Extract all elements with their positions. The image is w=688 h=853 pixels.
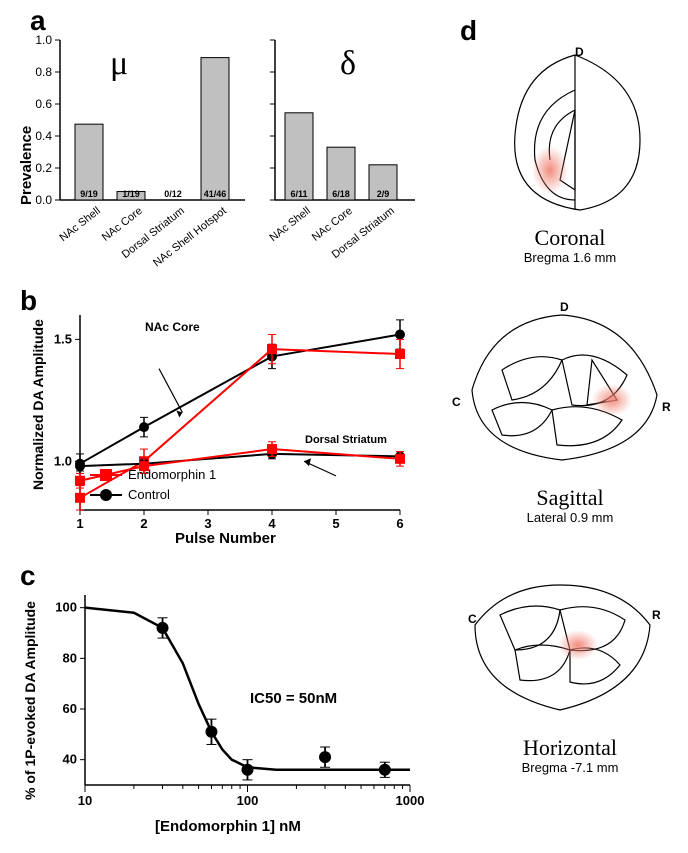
svg-text:Endomorphin 1: Endomorphin 1 [128,467,216,482]
svg-text:100: 100 [237,793,259,808]
panel-c-chart: 40 60 80 100 10 100 1000 [40,580,440,830]
horizontal-diagram [460,570,660,720]
svg-text:Control: Control [128,487,170,502]
svg-text:0.4: 0.4 [35,129,52,143]
svg-text:0.0: 0.0 [35,193,52,207]
panel-a-chart: 0.00.20.40.60.81.09/19NAc Shell1/19NAc C… [30,20,450,300]
svg-text:80: 80 [63,650,77,665]
svg-text:9/19: 9/19 [80,189,98,199]
sagittal-d-label: D [560,300,569,314]
coronal-title: Coronal [490,225,650,251]
coronal-d-label: D [575,45,584,59]
nac-core-annotation: NAc Core [145,320,200,334]
svg-text:100: 100 [55,600,77,615]
svg-text:41/46: 41/46 [204,189,227,199]
svg-text:2/9: 2/9 [377,189,390,199]
svg-text:3: 3 [204,516,211,531]
panel-b-chart: 1 2 3 4 5 6 1.0 1.5 Endomorphin 1 Control [45,300,435,550]
horizontal-c-label: C [468,612,477,626]
horizontal-r-label: R [652,608,661,622]
svg-text:1000: 1000 [396,793,425,808]
svg-text:0.2: 0.2 [35,161,52,175]
coronal-diagram [490,50,660,220]
svg-text:40: 40 [63,752,77,767]
horizontal-sub: Bregma -7.1 mm [490,760,650,775]
svg-text:1.0: 1.0 [35,33,52,47]
horizontal-title: Horizontal [490,735,650,761]
svg-text:0.8: 0.8 [35,65,52,79]
panel-c-label: c [20,560,36,592]
svg-text:4: 4 [268,516,276,531]
svg-text:1/19: 1/19 [122,189,140,199]
sagittal-sub: Lateral 0.9 mm [490,510,650,525]
panel-b-label: b [20,285,37,317]
dorsal-striatum-annotation: Dorsal Striatum [305,434,387,446]
svg-text:5: 5 [332,516,339,531]
svg-text:6/18: 6/18 [332,189,350,199]
svg-text:NAc Shell: NAc Shell [57,205,102,244]
sagittal-diagram [452,300,672,470]
svg-text:60: 60 [63,701,77,716]
svg-text:1: 1 [76,516,83,531]
svg-text:6/11: 6/11 [290,189,307,199]
svg-text:NAc Shell Hotspot: NAc Shell Hotspot [151,205,229,269]
svg-text:2: 2 [140,516,147,531]
svg-text:NAc Shell: NAc Shell [267,205,312,244]
svg-text:0.6: 0.6 [35,97,52,111]
sagittal-c-label: C [452,395,461,409]
svg-text:1.0: 1.0 [54,453,72,468]
panel-d-label: d [460,15,477,47]
panel-b-ylabel: Normalized DA Amplitude [30,319,46,490]
svg-text:0/12: 0/12 [164,189,182,199]
panel-c-ylabel: % of 1P-evoked DA Amplitude [22,601,38,800]
sagittal-r-label: R [662,400,671,414]
sagittal-title: Sagittal [490,485,650,511]
coronal-sub: Bregma 1.6 mm [490,250,650,265]
svg-text:1.5: 1.5 [54,331,72,346]
svg-text:10: 10 [78,793,92,808]
svg-text:6: 6 [396,516,403,531]
